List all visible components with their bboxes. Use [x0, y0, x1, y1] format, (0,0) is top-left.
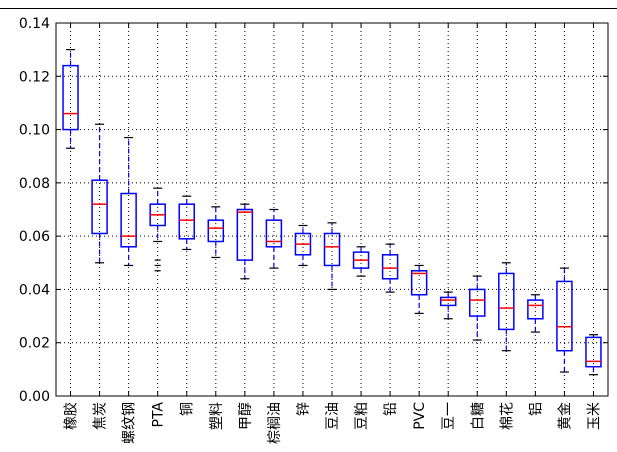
y-tick-label: 0.10 — [19, 123, 50, 139]
box-5 — [178, 195, 195, 251]
x-tick-label: 锌 — [296, 402, 312, 416]
box-rect — [439, 296, 457, 307]
box-rect — [323, 232, 341, 267]
box-rect — [265, 219, 283, 248]
x-tick-label: 螺纹钢 — [122, 402, 138, 444]
box-rect — [236, 208, 254, 261]
box-rect — [178, 203, 195, 240]
x-tick-label: 棕榈油 — [267, 402, 283, 444]
x-tick-label: 焦炭 — [93, 402, 109, 430]
x-tick-label: 豆油 — [325, 402, 341, 430]
x-tick-label: 铅 — [383, 402, 399, 416]
box-6 — [207, 206, 225, 259]
box-11 — [352, 246, 370, 277]
box-2 — [91, 123, 108, 264]
box-17 — [527, 294, 544, 333]
y-tick-label: 0.08 — [19, 176, 50, 192]
x-tick-label: 铜 — [180, 402, 196, 416]
y-tick-label: 0.06 — [19, 229, 50, 245]
box-rect — [410, 270, 428, 296]
box-rect — [556, 280, 573, 352]
box-rect — [585, 336, 602, 368]
box-1 — [62, 49, 79, 149]
x-tick-label: 豆一 — [441, 402, 457, 430]
x-tick-label: PTA — [151, 402, 167, 428]
box-14 — [439, 291, 457, 320]
box-rect — [91, 179, 108, 235]
x-tick-label: 棉花 — [498, 402, 515, 430]
grid — [56, 22, 608, 397]
box-rect — [62, 64, 79, 131]
box-15 — [469, 275, 486, 341]
box-10 — [323, 222, 341, 291]
y-axis: 0.00 0.02 0.04 0.06 0.08 0.10 0.12 0.14 — [19, 16, 608, 405]
x-tick-label: 玉米 — [586, 402, 602, 430]
x-tick-label: 铝 — [528, 402, 544, 416]
x-axis: 橡胶 焦炭 螺纹钢 PTA 铜塑料 甲醇 棕榈油锌豆油 豆粕铅 PVC 豆一 白糖 棉花铝黄金 玉米 — [63, 23, 602, 444]
x-tick-label: PVC — [412, 402, 428, 430]
box-rect — [207, 219, 225, 243]
y-tick-label: 0.02 — [19, 336, 50, 352]
x-tick-label: 豆粕 — [354, 402, 370, 430]
x-tick-label: 黄金 — [556, 402, 573, 430]
box-3 — [120, 136, 137, 267]
x-tick-label: 甲醇 — [237, 402, 254, 430]
x-tick-label: 橡胶 — [63, 402, 80, 430]
x-tick-label: 塑料 — [209, 402, 225, 430]
y-tick-label: 0.04 — [19, 282, 50, 298]
box-4 — [149, 187, 166, 272]
top-rule — [0, 8, 617, 9]
box-rect — [469, 288, 486, 317]
box-8 — [265, 208, 283, 269]
y-tick-label: 0.14 — [19, 16, 50, 32]
x-tick-label: 白糖 — [470, 402, 486, 430]
box-13 — [410, 264, 428, 315]
box-rect — [381, 254, 399, 280]
y-tick-label: 0.00 — [19, 389, 50, 405]
box-16 — [498, 262, 515, 352]
box-rect — [120, 192, 137, 248]
box-rect — [498, 272, 515, 331]
box-7 — [236, 203, 254, 280]
box-12 — [381, 243, 399, 293]
plot-frame — [55, 22, 609, 397]
y-tick-label: 0.12 — [19, 69, 50, 85]
box-rect — [527, 299, 544, 320]
box-19 — [585, 334, 602, 376]
box-18 — [556, 267, 573, 373]
box-9 — [294, 224, 312, 267]
